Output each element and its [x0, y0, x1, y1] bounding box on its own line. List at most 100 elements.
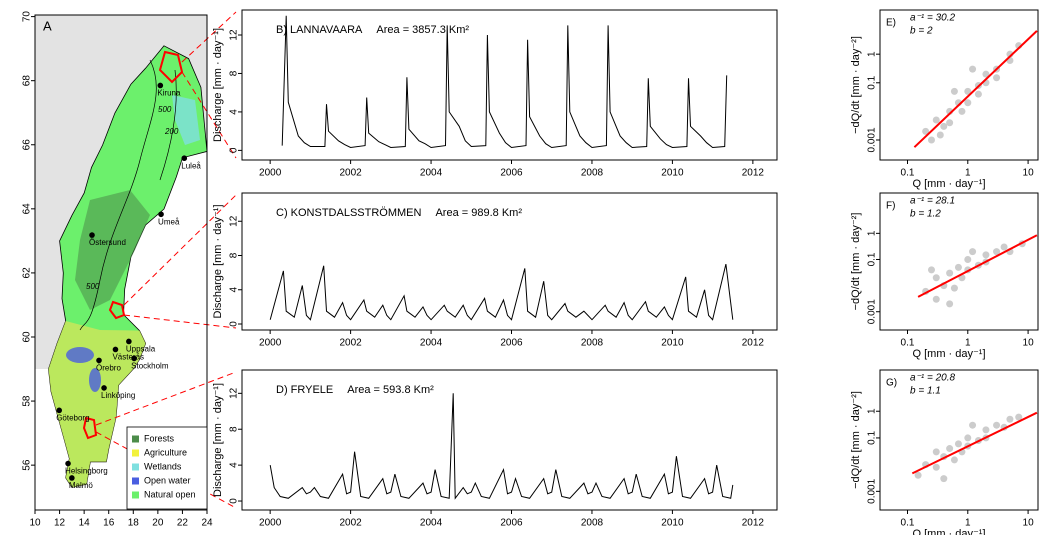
x-tick-label: 2012	[742, 518, 765, 529]
x-tick-label: 2006	[500, 518, 523, 529]
plot-frame	[241, 369, 778, 511]
point	[964, 87, 972, 95]
plot-frame	[879, 369, 1039, 511]
y-tick-label: 62	[22, 267, 33, 279]
y-tick-label: 70	[22, 11, 33, 23]
legend-label: Natural open	[144, 489, 196, 499]
catchment-area: Area = 3857.3 Km²	[376, 24, 469, 36]
y-tick-label: 68	[22, 75, 33, 87]
x-tick-label: 2004	[420, 168, 443, 179]
point	[964, 434, 972, 442]
y-tick-label: 4	[229, 462, 240, 468]
x-tick-label: 2004	[420, 518, 443, 529]
annotation: b = 1.1	[910, 386, 941, 397]
point	[936, 131, 944, 139]
city-marker	[56, 407, 63, 414]
city-marker	[131, 355, 137, 362]
y-tick-label: 0.1	[867, 431, 878, 445]
point	[969, 248, 977, 256]
plot-frame	[241, 9, 778, 161]
legend-swatch	[132, 491, 139, 499]
city-marker	[126, 338, 132, 345]
point	[974, 90, 982, 98]
point	[993, 74, 1001, 82]
legend-box	[126, 426, 208, 510]
x-tick-label: 2000	[259, 518, 282, 529]
x-tick-label: 1	[965, 518, 971, 529]
y-tick-label: 56	[22, 459, 33, 471]
y-tick-label: 0	[229, 147, 240, 153]
y-tick-label: 0.001	[867, 127, 878, 152]
y-tick-label: 0.001	[867, 478, 878, 503]
x-tick-label: 1	[965, 168, 971, 179]
x-tick-label: 2010	[661, 168, 684, 179]
legend-swatch	[132, 449, 139, 457]
x-tick-label: 2008	[581, 338, 604, 349]
point	[993, 421, 1001, 429]
city-label: Örebro	[96, 363, 121, 372]
x-tick-label: 24	[201, 518, 213, 529]
x-tick-label: 2006	[500, 338, 523, 349]
point	[954, 263, 962, 271]
panel-title: C) KONSTDALSSTRÖMMEN	[276, 207, 422, 219]
x-tick-label: 20	[152, 518, 164, 529]
x-tick-label: 2002	[339, 168, 362, 179]
x-tick-label: 0.1	[901, 168, 915, 179]
y-tick-label: 64	[22, 203, 33, 215]
point	[940, 475, 948, 483]
point	[982, 70, 990, 78]
x-tick-label: 2012	[742, 168, 765, 179]
contour-label: 500	[158, 105, 172, 114]
city-marker	[158, 211, 164, 218]
annotation: b = 1.2	[910, 209, 941, 220]
point	[927, 136, 935, 144]
point	[954, 440, 962, 448]
city-label: Östersund	[89, 238, 126, 247]
y-axis-label: −dQ/dt [mm · day⁻²]	[850, 391, 862, 489]
fit-line	[911, 411, 1038, 475]
panel-title: D) FRYELE	[276, 384, 333, 396]
legend-swatch	[132, 477, 139, 485]
y-tick-label: 12	[229, 215, 240, 227]
panel-label: A	[43, 18, 52, 33]
city-marker	[181, 155, 188, 162]
y-axis-label: Discharge [mm · day⁻¹]	[212, 205, 224, 319]
contour-label: 200	[164, 127, 179, 136]
contour-label: 500	[86, 282, 100, 291]
y-tick-label: 58	[22, 395, 33, 407]
city-label: Malmö	[69, 481, 94, 490]
y-tick-label: 0	[229, 321, 240, 327]
city-label: Stockholm	[131, 362, 169, 371]
x-tick-label: 10	[29, 518, 41, 529]
plot-frame	[34, 14, 208, 511]
discharge-line	[269, 393, 734, 500]
y-tick-label: 60	[22, 331, 33, 343]
point	[932, 116, 940, 124]
point	[932, 274, 940, 282]
map-background	[35, 15, 207, 510]
annotation: b = 2	[910, 26, 933, 37]
catchment-area: Area = 989.8 Km²	[435, 207, 522, 219]
panel-title: F)	[886, 201, 895, 212]
x-tick-label: 0.1	[901, 518, 915, 529]
x-axis-label: Q [mm · day⁻¹]	[912, 528, 985, 535]
point	[1015, 413, 1023, 421]
legend-swatch	[132, 435, 139, 443]
discharge-line	[269, 263, 734, 321]
point	[914, 471, 922, 479]
y-axis-label: −dQ/dt [mm · day⁻²]	[850, 213, 862, 311]
y-tick-label: 66	[22, 139, 33, 151]
x-tick-label: 2002	[339, 518, 362, 529]
panel-title: E)	[886, 18, 896, 29]
point	[950, 87, 958, 95]
x-tick-label: 2008	[581, 168, 604, 179]
fit-line	[917, 234, 1038, 298]
city-marker	[96, 357, 102, 364]
point	[932, 448, 940, 456]
city-label: Linköping	[101, 391, 135, 400]
catchment-area: Area = 593.8 Km²	[347, 384, 434, 396]
point	[946, 119, 954, 127]
y-axis-label: Discharge [mm · day⁻¹]	[212, 28, 224, 142]
city-marker	[89, 232, 95, 238]
points	[911, 411, 1038, 483]
